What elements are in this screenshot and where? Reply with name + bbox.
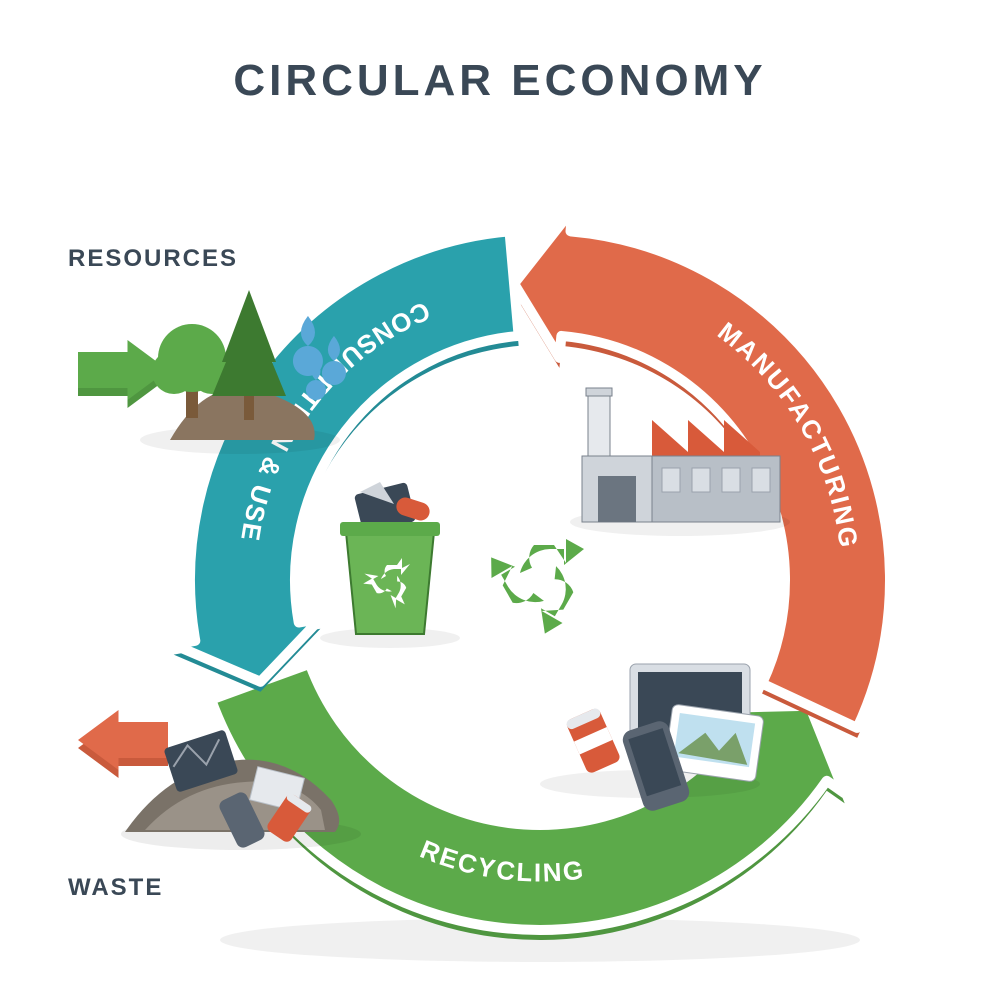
recycling-bin-icon bbox=[320, 482, 460, 648]
circular-economy-diagram: RECYCLING MANUFACTURING CONSUMPTION & US… bbox=[0, 0, 1000, 1000]
recycle-icon bbox=[482, 539, 585, 639]
devices-icon bbox=[540, 664, 764, 813]
segment-consumption bbox=[174, 231, 519, 691]
waste-arrow-icon bbox=[78, 710, 168, 778]
